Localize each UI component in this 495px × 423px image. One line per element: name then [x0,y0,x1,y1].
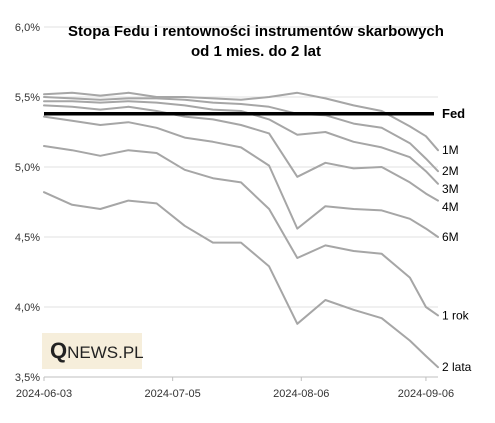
y-tick-label: 3,5% [15,372,40,384]
y-tick-label: 4,5% [15,232,40,244]
series-line-2m [43,96,439,173]
y-axis-tick-labels: 6,0% 5,5% 5,0% 4,5% 4,0% 3,5% [15,22,40,384]
series-line-2-lata [43,191,439,369]
series-lines [43,91,439,369]
series-line-1m [43,91,439,152]
series-line-4m [43,104,439,202]
series-label-1m: 1M [442,143,459,157]
watermark-logo-initial: Q [50,338,67,363]
series-line-1-rok [43,145,439,317]
chart-title: Stopa Fedu i rentowności instrumentów sk… [68,23,444,40]
series-label-1-rok: 1 rok [442,308,470,322]
y-tick-label: 4,0% [15,302,40,314]
y-tick-label: 5,0% [15,162,40,174]
x-tick-label: 2024-06-03 [16,388,72,400]
watermark-logo: QNEWS.PL [50,338,144,363]
x-axis-tick-labels: 2024-06-03 2024-07-05 2024-08-06 2024-09-06 [16,388,454,400]
series-line-6m [43,115,439,238]
x-tick-label: 2024-07-05 [145,388,201,400]
x-tick-label: 2024-09-06 [398,388,454,400]
series-label-2-lata: 2 lata [442,360,472,374]
y-tick-label: 6,0% [15,22,40,34]
watermark-logo-rest: NEWS.PL [67,343,144,362]
series-label-3m: 3M [442,182,459,196]
y-tick-label: 5,5% [15,92,40,104]
watermark-background [42,333,142,369]
series-label-6m: 6M [442,230,459,244]
gridlines [43,26,438,381]
series-end-labels: Fed 1M 2M 3M 4M 6M 1 rok 2 lata [442,106,472,374]
x-tick-label: 2024-08-06 [273,388,329,400]
chart-subtitle: od 1 mies. do 2 lat [191,43,321,60]
watermark: QNEWS.PL [42,333,144,369]
fed-label: Fed [442,106,465,121]
series-label-4m: 4M [442,200,459,214]
series-label-2m: 2M [442,164,459,178]
